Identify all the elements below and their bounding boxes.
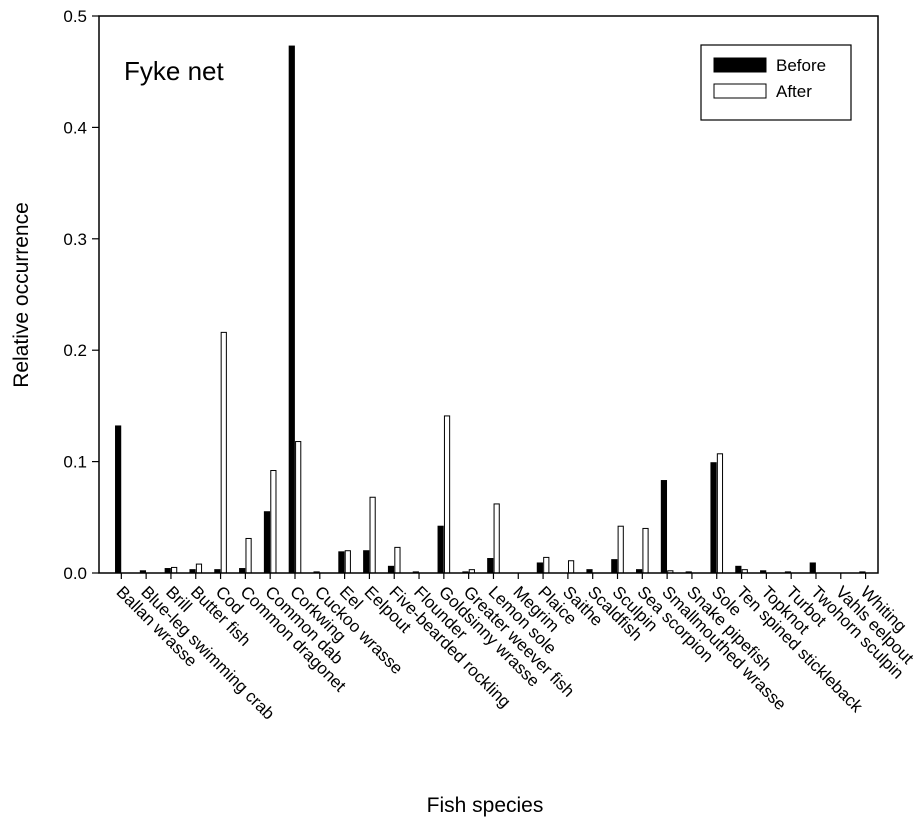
bar-after [443,415,451,574]
bar-after [394,546,401,574]
bar-after [642,527,649,574]
bar-after [220,331,227,574]
bar-before [487,558,494,574]
bar-before [735,565,742,574]
legend-label-before: Before [776,56,826,75]
bar-after [295,441,302,574]
bar-before [263,511,271,574]
legend-swatch-before [713,57,767,73]
bar-before [809,562,816,574]
bar-after [171,566,178,574]
bar-before [338,551,345,574]
bar-after [344,550,351,574]
bar-after [270,470,277,574]
bar-after [493,503,500,574]
legend-label-after: After [776,82,812,101]
panel-label: Fyke net [124,56,224,86]
bar-before [288,45,295,574]
y-tick-label: 0.1 [63,453,87,472]
bar-before [660,480,668,574]
bar-after [369,496,376,574]
bar-after [543,556,550,574]
legend-swatch-after [713,83,767,99]
bar-after [195,563,203,574]
legend: Before After [700,44,852,121]
bar-before [536,562,543,574]
y-tick-label: 0.5 [63,7,87,26]
plot-frame [98,15,879,574]
bar-before [387,565,395,574]
y-tick-label: 0.4 [63,118,87,137]
bar-before [611,559,618,574]
bars-group [115,45,866,574]
axes-group [98,15,879,574]
bar-before [437,525,444,574]
y-tick-label: 0.3 [63,230,87,249]
bar-before [710,462,717,574]
bar-after [567,560,575,574]
y-tick-label: 0.0 [63,564,87,583]
bar-after [245,537,252,574]
bar-before [115,425,122,574]
bar-before [363,550,370,574]
bar-after [617,525,624,574]
x-axis-title: Fish species [427,794,544,817]
y-tick-label: 0.2 [63,341,87,360]
y-axis-ticks: 0.0 0.1 0.2 0.3 0.4 0.5 [63,7,99,583]
bar-after [716,453,724,574]
y-axis-title: Relative occurrence [10,202,33,388]
